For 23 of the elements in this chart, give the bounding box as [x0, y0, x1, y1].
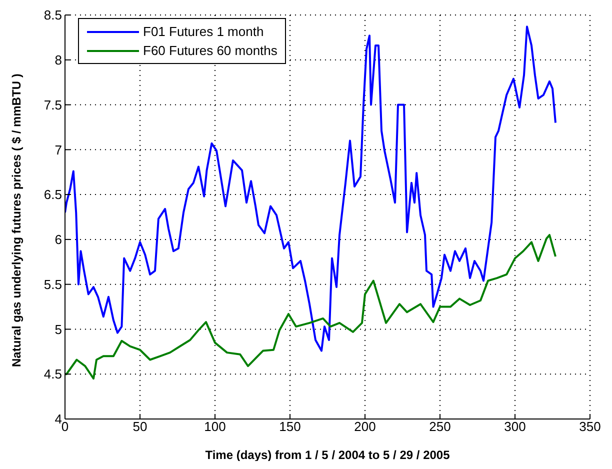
y-tick-label: 7: [54, 142, 62, 158]
y-tick-label: 4: [54, 412, 62, 427]
line-series: [65, 26, 556, 352]
x-tick-label: 250: [429, 419, 451, 434]
x-tick-label: 0: [61, 419, 69, 434]
y-tick-label: 8: [54, 52, 62, 68]
x-tick-label: 50: [132, 419, 148, 434]
line-series: [65, 234, 556, 380]
y-tick-label: 8.5: [44, 8, 62, 23]
x-tick-label: 350: [579, 419, 601, 434]
x-tick-label: 300: [504, 419, 526, 434]
y-tick-label: 5: [54, 322, 62, 337]
y-tick-label: 6: [54, 232, 62, 248]
x-tick-label: 100: [204, 419, 226, 434]
y-tick-label: 6.5: [44, 187, 62, 202]
y-tick-label: 7.5: [44, 97, 62, 112]
y-tick-label: 4.5: [44, 366, 62, 382]
legend-label: F01 Futures 1 month: [143, 24, 264, 39]
legend-label: F60 Futures 60 months: [143, 43, 278, 58]
y-axis-title: Natural gas underlying futures prices ( $ / mmBTU ): [9, 74, 24, 367]
x-tick-label: 200: [354, 419, 376, 434]
y-tick-label: 5.5: [44, 276, 62, 292]
x-tick-label: 150: [279, 419, 301, 434]
